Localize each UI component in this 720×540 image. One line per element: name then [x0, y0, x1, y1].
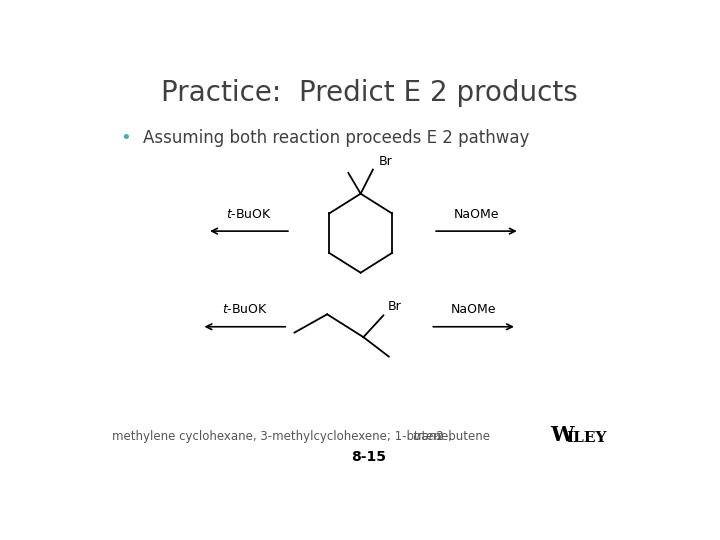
Text: methylene cyclohexane, 3-methylcyclohexene; 1-butene,: methylene cyclohexane, 3-methylcyclohexe…: [112, 430, 456, 443]
Text: $t$-BuOK: $t$-BuOK: [226, 208, 272, 221]
Text: NaOMe: NaOMe: [451, 303, 497, 316]
Text: -2-butene: -2-butene: [433, 430, 490, 443]
Text: NaOMe: NaOMe: [454, 208, 500, 221]
Text: W: W: [550, 426, 574, 446]
Text: ILEY: ILEY: [566, 431, 606, 446]
Text: 8-15: 8-15: [351, 450, 387, 464]
Text: Assuming both reaction proceeds E 2 pathway: Assuming both reaction proceeds E 2 path…: [143, 129, 529, 147]
Text: Br: Br: [379, 154, 392, 167]
Text: Practice:  Predict E 2 products: Practice: Predict E 2 products: [161, 79, 577, 107]
Text: Br: Br: [388, 300, 402, 313]
Text: •: •: [121, 129, 132, 147]
Text: $t$-BuOK: $t$-BuOK: [222, 303, 269, 316]
Text: trans: trans: [412, 430, 442, 443]
